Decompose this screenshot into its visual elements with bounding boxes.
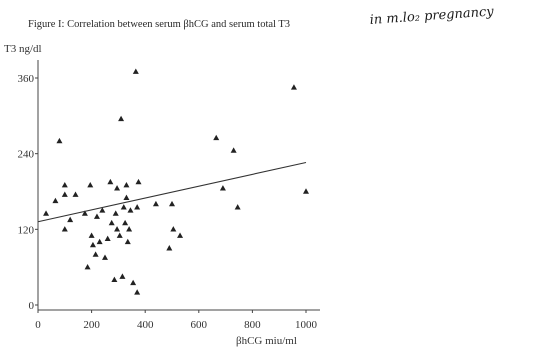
regression-line-group <box>37 161 307 223</box>
data-point <box>72 191 79 197</box>
data-point <box>134 204 141 210</box>
data-point <box>290 84 297 90</box>
data-point <box>88 232 95 238</box>
data-point <box>152 200 159 207</box>
data-point <box>230 147 237 153</box>
x-axis-title: βhCG miu/ml <box>236 335 297 347</box>
data-point <box>123 181 130 188</box>
data-point <box>127 207 134 213</box>
y-axis-title: T3 ng/dl <box>4 43 42 55</box>
data-point <box>96 238 103 245</box>
data-point <box>118 115 125 122</box>
data-point <box>92 251 99 257</box>
y-ticks: 0 120 240 360 <box>18 73 38 312</box>
y-tick-label: 360 <box>18 73 35 85</box>
data-point <box>61 191 68 197</box>
data-point <box>111 276 118 282</box>
data-point <box>108 219 115 226</box>
data-point <box>122 219 129 226</box>
data-point <box>303 188 309 194</box>
data-point <box>124 238 131 245</box>
data-point <box>166 245 173 251</box>
data-point <box>170 226 177 232</box>
x-tick-label: 400 <box>137 319 154 331</box>
data-point <box>61 181 68 188</box>
data-point <box>120 204 127 210</box>
x-tick-label: 0 <box>35 319 41 331</box>
data-point <box>56 137 63 144</box>
data-point <box>123 194 130 201</box>
y-tick-label: 0 <box>29 300 35 312</box>
data-point <box>234 204 241 210</box>
data-points <box>43 68 309 295</box>
data-point <box>87 181 94 188</box>
data-point <box>169 200 175 207</box>
x-tick-label: 200 <box>83 319 100 331</box>
y-tick-label: 240 <box>18 149 35 161</box>
x-ticks: 0 200 400 600 800 1000 <box>35 310 318 331</box>
data-point <box>132 68 139 74</box>
data-point <box>126 226 133 232</box>
data-point <box>61 226 68 232</box>
data-point <box>81 210 88 216</box>
handwritten-note: in m.lo₂ pregnancy <box>369 4 495 28</box>
x-tick-label: 600 <box>191 319 208 331</box>
data-point <box>116 232 123 238</box>
data-point <box>134 289 141 295</box>
data-point <box>43 210 50 216</box>
data-point <box>114 226 121 232</box>
data-point <box>112 210 119 216</box>
x-tick-label: 800 <box>244 319 261 331</box>
x-tick-label: 1000 <box>295 319 318 331</box>
data-point <box>135 178 142 185</box>
chart: T3 ng/dl βhCG miu/ml 0 120 240 360 0 200 400 6… <box>4 43 320 347</box>
figure-caption: Figure I: Correlation between serum βhCG… <box>28 19 290 30</box>
data-point <box>102 254 108 260</box>
data-point <box>84 263 91 270</box>
data-point <box>104 235 111 241</box>
data-point <box>219 185 226 191</box>
data-point <box>67 216 74 223</box>
data-point <box>213 134 220 141</box>
regression-line <box>37 161 307 223</box>
data-point <box>107 178 114 185</box>
data-point <box>99 207 106 213</box>
data-point <box>114 185 121 191</box>
data-point <box>52 197 59 204</box>
data-point <box>93 213 100 219</box>
data-point <box>130 279 137 286</box>
data-point <box>119 273 126 279</box>
data-point <box>89 241 96 248</box>
data-point <box>177 232 184 238</box>
y-tick-label: 120 <box>18 224 35 236</box>
